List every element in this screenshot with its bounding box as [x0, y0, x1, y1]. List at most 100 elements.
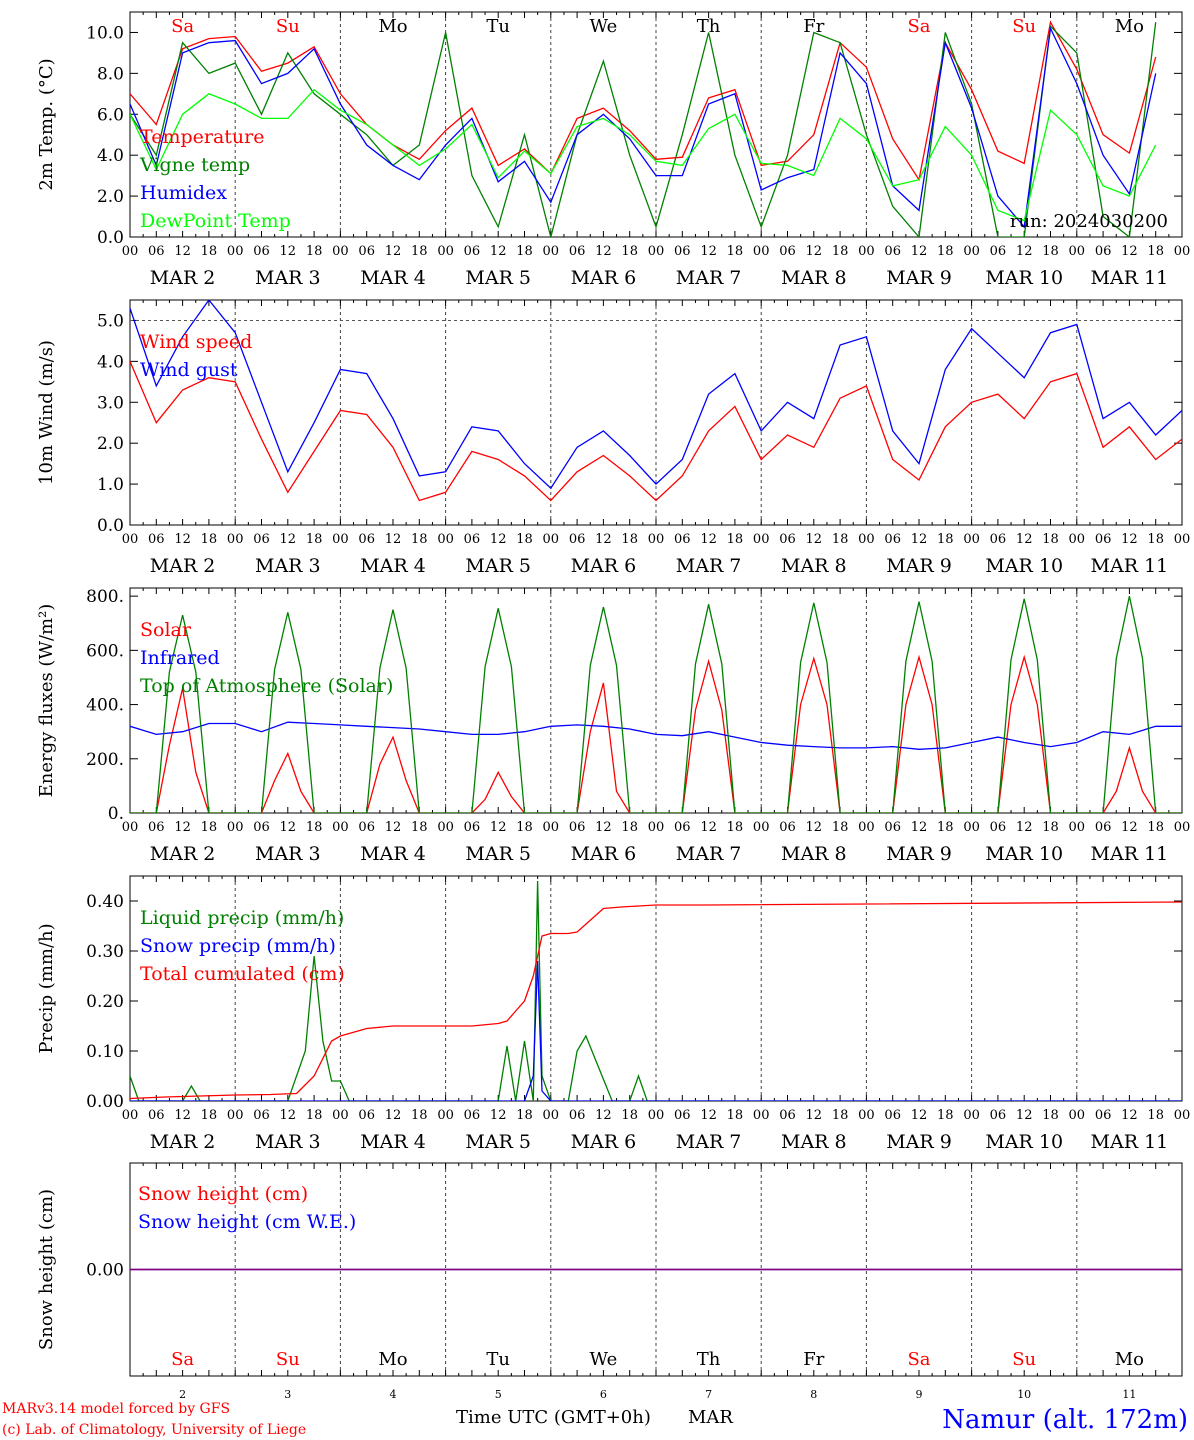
- y-axis-label: Snow height (cm): [36, 1189, 57, 1350]
- hour-label: 06: [569, 820, 586, 835]
- hour-label: 12: [174, 1108, 191, 1123]
- hour-label: 06: [358, 532, 375, 547]
- date-label: MAR 9: [886, 843, 952, 865]
- hour-label: 00: [1069, 1108, 1086, 1123]
- panel-1: 0.0 2.0 4.0 6.0 8.0 10.0 2m Temp. (°C) Temperat…: [36, 11, 1191, 289]
- y-axis-label: Energy fluxes (W/m²): [36, 604, 57, 798]
- hour-label: 18: [1042, 532, 1059, 547]
- y-tick-label: 8.0: [97, 64, 124, 84]
- date-label: MAR 5: [465, 843, 531, 865]
- panel-3: 0. 200. 400. 600. 800. Energy fluxes (W/m²) So…: [36, 587, 1190, 865]
- hour-label: 12: [806, 820, 823, 835]
- hour-label: 00: [437, 1108, 454, 1123]
- date-label: MAR 9: [886, 1131, 952, 1153]
- series-line-total-cumulated-cm-: [130, 901, 1182, 1100]
- hour-label: 00: [1174, 244, 1191, 259]
- hour-label: 18: [201, 820, 218, 835]
- day-of-week-label: Sa: [907, 1349, 930, 1370]
- hour-label: 18: [937, 532, 954, 547]
- panel-2: 0.0 1.0 2.0 3.0 4.0 5.0 10m Wind (m/s) Wind spe…: [36, 299, 1190, 577]
- hour-label: 12: [595, 820, 612, 835]
- legend-entry: DewPoint Temp: [140, 210, 291, 232]
- hour-label: 00: [753, 1108, 770, 1123]
- date-label: MAR 8: [781, 267, 847, 289]
- date-label: MAR 7: [676, 843, 742, 865]
- hour-label: 18: [516, 820, 533, 835]
- y-tick-label: 600.: [86, 641, 124, 661]
- date-label: MAR 2: [150, 555, 216, 577]
- y-tick-label: 0.00: [86, 1092, 124, 1112]
- hour-label: 12: [1016, 1108, 1033, 1123]
- hour-label: 18: [516, 1108, 533, 1123]
- hour-label: 18: [937, 244, 954, 259]
- footer-month-label: MAR: [688, 1407, 733, 1428]
- hour-label: 12: [700, 532, 717, 547]
- hour-label: 18: [411, 820, 428, 835]
- hour-label: 18: [306, 532, 323, 547]
- hour-label: 12: [385, 820, 402, 835]
- hour-label: 06: [1095, 244, 1112, 259]
- hour-label: 00: [963, 820, 980, 835]
- y-tick-label: 4.0: [97, 146, 124, 166]
- hour-label: 06: [674, 820, 691, 835]
- hour-label: 00: [753, 532, 770, 547]
- day-of-week-label: Sa: [171, 16, 194, 37]
- hour-label: 18: [727, 244, 744, 259]
- hour-label: 12: [595, 244, 612, 259]
- date-label: MAR 5: [465, 267, 531, 289]
- hour-label: 12: [490, 1108, 507, 1123]
- hour-label: 00: [543, 820, 560, 835]
- hour-label: 06: [148, 532, 165, 547]
- hour-label: 12: [806, 532, 823, 547]
- hour-label: 12: [174, 244, 191, 259]
- hour-label: 00: [963, 532, 980, 547]
- hour-label: 12: [700, 820, 717, 835]
- legend-entry: Wind gust: [140, 359, 238, 381]
- hour-label: 00: [1069, 532, 1086, 547]
- hour-label: 06: [779, 244, 796, 259]
- day-number-label: 10: [1017, 1388, 1031, 1401]
- date-label: MAR 6: [571, 555, 637, 577]
- hour-label: 06: [464, 1108, 481, 1123]
- hour-label: 06: [779, 820, 796, 835]
- hour-label: 00: [648, 820, 665, 835]
- day-of-week-label: Sa: [907, 16, 930, 37]
- day-of-week-label: We: [590, 1349, 618, 1370]
- hour-label: 00: [332, 532, 349, 547]
- series-line-vigne-temp: [130, 22, 1157, 237]
- day-number-label: 8: [810, 1388, 817, 1401]
- date-label: MAR 3: [255, 843, 321, 865]
- day-of-week-label: Mo: [378, 16, 407, 37]
- date-label: MAR 2: [150, 1131, 216, 1153]
- date-label: MAR 11: [1091, 1131, 1169, 1153]
- hour-label: 06: [253, 532, 270, 547]
- hour-label: 18: [411, 532, 428, 547]
- hour-label: 12: [1016, 820, 1033, 835]
- hour-label: 12: [1016, 532, 1033, 547]
- hour-label: 00: [648, 1108, 665, 1123]
- y-tick-label: 0.10: [86, 1042, 124, 1062]
- hour-label: 00: [858, 532, 875, 547]
- y-tick-label: 0.0: [97, 228, 124, 248]
- hour-label: 18: [727, 1108, 744, 1123]
- hour-label: 18: [832, 532, 849, 547]
- hour-label: 18: [1147, 244, 1164, 259]
- legend-entry: Vigne temp: [139, 154, 250, 176]
- hour-label: 00: [753, 820, 770, 835]
- hour-label: 12: [385, 1108, 402, 1123]
- hour-label: 06: [990, 820, 1007, 835]
- hour-label: 06: [884, 532, 901, 547]
- hour-label: 18: [832, 820, 849, 835]
- hour-label: 12: [806, 244, 823, 259]
- hour-label: 18: [621, 1108, 638, 1123]
- date-label: MAR 3: [255, 267, 321, 289]
- hour-label: 06: [884, 1108, 901, 1123]
- hour-label: 00: [122, 244, 139, 259]
- hour-label: 00: [437, 820, 454, 835]
- date-label: MAR 6: [571, 1131, 637, 1153]
- hour-label: 18: [1147, 820, 1164, 835]
- hour-label: 06: [674, 244, 691, 259]
- hour-label: 00: [963, 244, 980, 259]
- hour-label: 18: [621, 532, 638, 547]
- hour-label: 00: [332, 1108, 349, 1123]
